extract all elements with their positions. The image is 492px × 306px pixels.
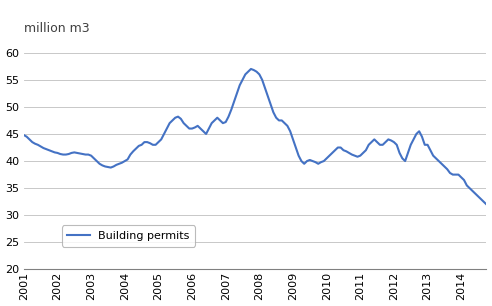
Building permits — [197, 127, 203, 130]
Building permits — [287, 129, 293, 133]
Text: million m3: million m3 — [24, 22, 90, 35]
Line: Building permits: Building permits — [24, 69, 492, 216]
Building permits — [453, 173, 459, 177]
Building permits — [21, 133, 27, 137]
Legend: Building permits: Building permits — [62, 225, 195, 247]
Building permits — [374, 140, 380, 144]
Building permits — [248, 67, 254, 71]
Building permits — [256, 73, 262, 76]
Building permits — [391, 140, 397, 144]
